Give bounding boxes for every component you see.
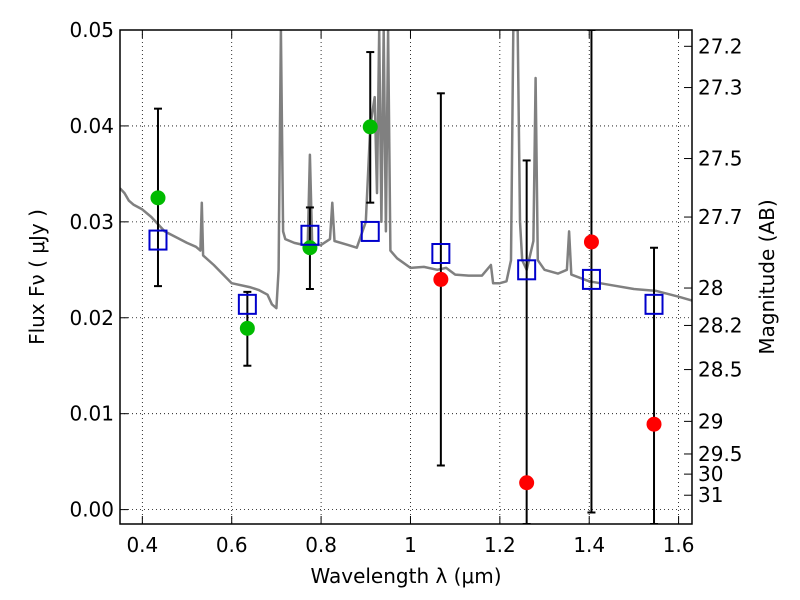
- mag-tick-label: 28.5: [698, 358, 743, 382]
- spectrum-series: [120, 30, 692, 310]
- x-tick-label: 1.6: [663, 533, 695, 557]
- mag-tick-label: 29.5: [698, 442, 743, 466]
- plot-frame: [119, 29, 693, 525]
- model-flux-box: [148, 229, 168, 251]
- upper-limit-point: [433, 271, 449, 287]
- spectrum-line: [120, 30, 692, 310]
- errorbars: [153, 30, 659, 524]
- mag-tick-label: 31: [698, 483, 723, 507]
- y-tick-label: 0.01: [69, 402, 114, 426]
- y-tick-label: 0.04: [69, 114, 114, 138]
- y-tick-label: 0.02: [69, 306, 114, 330]
- y-axis-label: Flux Fν ( μJy ): [25, 209, 49, 345]
- x-tick-label: 0.4: [126, 533, 158, 557]
- x-axis-label: Wavelength λ (μm): [310, 564, 501, 588]
- detection-point: [239, 320, 255, 336]
- upper-limit-point: [583, 234, 599, 250]
- data-markers: [148, 119, 664, 491]
- model-flux-box: [300, 224, 320, 246]
- x-tick-label: 0.6: [216, 533, 248, 557]
- mag-tick-label: 27.5: [698, 147, 743, 171]
- mag-tick-label: 30: [698, 462, 723, 486]
- mag-tick-label: 27.3: [698, 76, 743, 100]
- y-tick-label: 0.00: [69, 498, 114, 522]
- model-flux-box: [237, 293, 257, 315]
- model-flux-box: [431, 242, 451, 264]
- model-flux-box: [581, 268, 601, 290]
- y-tick-label: 0.03: [69, 210, 114, 234]
- y-axis-right-label: Magnitude (AB): [755, 199, 779, 354]
- detection-point: [302, 240, 318, 256]
- axis-ticks: 0.4 0.6 0.8 1 1.2 1.4 1.6 0.00 0.01 0.02 0.03 0.04 0…: [69, 18, 742, 557]
- mag-tick-label: 28.2: [698, 313, 743, 337]
- mag-tick-label: 27.2: [698, 34, 743, 58]
- x-tick-label: 1: [404, 533, 417, 557]
- detection-point: [362, 119, 378, 135]
- mag-tick-label: 27.7: [698, 205, 743, 229]
- x-tick-label: 0.8: [305, 533, 337, 557]
- mag-tick-label: 28: [698, 276, 723, 300]
- x-tick-label: 1.4: [573, 533, 605, 557]
- x-tick-label: 1.2: [484, 533, 516, 557]
- upper-limit-point: [646, 416, 662, 432]
- mag-tick-label: 29: [698, 409, 723, 433]
- detection-point: [150, 190, 166, 206]
- upper-limit-point: [519, 475, 535, 491]
- model-flux-box: [360, 220, 380, 242]
- y-tick-label: 0.05: [69, 18, 114, 42]
- model-flux-box: [517, 259, 537, 281]
- grid: [120, 29, 692, 524]
- model-flux-box: [644, 293, 664, 315]
